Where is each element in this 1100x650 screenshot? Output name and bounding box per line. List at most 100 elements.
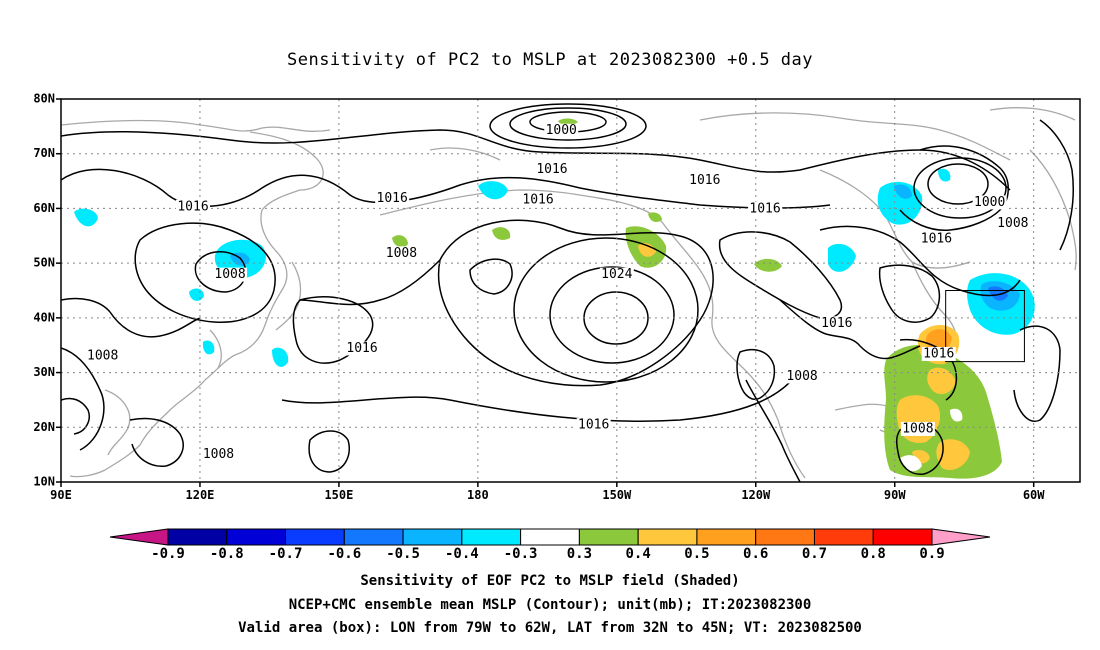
- lon-tick-label: 90W: [884, 488, 906, 502]
- colorbar-swatch: [343, 528, 404, 546]
- mslp-contours: [61, 103, 1074, 482]
- contour-label-background: [345, 341, 380, 356]
- map-title: Sensitivity of PC2 to MSLP at 2023082300…: [286, 50, 813, 70]
- contour-label-background: [576, 418, 611, 433]
- colorbar-label: -0.7: [269, 546, 303, 562]
- contour-label-background: [384, 246, 419, 261]
- contour-label-background: [919, 232, 954, 247]
- contour-label: 1008: [87, 349, 118, 364]
- contour-label-background: [544, 123, 579, 138]
- colorbar-label: -0.4: [445, 546, 479, 562]
- contour-label: 1016: [821, 316, 852, 331]
- lon-tick-label: 180: [467, 488, 489, 502]
- colorbar-swatch: [461, 528, 522, 546]
- contour-label: 1000: [974, 195, 1005, 210]
- colorbar-label: -0.9: [151, 546, 185, 562]
- colorbar-swatch: [637, 528, 698, 546]
- contour-label: 1016: [689, 173, 720, 188]
- colorbar-swatch: [813, 528, 874, 546]
- colorbar-swatch: [578, 528, 639, 546]
- contour-label-background: [995, 216, 1030, 231]
- lon-tick-label: 150E: [324, 488, 353, 502]
- lon-tick-label: 150W: [602, 488, 632, 502]
- lat-tick-label: 10N: [33, 475, 55, 489]
- colorbar-swatch: [872, 528, 933, 546]
- contour-label-background: [375, 191, 410, 206]
- contour-label: 1016: [578, 418, 609, 433]
- lat-tick-label: 60N: [33, 201, 55, 215]
- longitude-axis: 90E 120E 150E 180 150W 120W 90W 60W: [50, 482, 1045, 502]
- lon-tick-label: 60W: [1023, 488, 1045, 502]
- colorbar-swatch: [402, 528, 463, 546]
- colorbar-max-cap: [931, 528, 991, 546]
- contour-label: 1016: [522, 193, 553, 208]
- lat-tick-label: 20N: [33, 420, 55, 434]
- caption-line-2: NCEP+CMC ensemble mean MSLP (Contour); u…: [288, 597, 812, 613]
- contour-label-background: [521, 193, 556, 208]
- contour-label-background: [785, 369, 820, 384]
- colorbar-swatch: [696, 528, 757, 546]
- contour-label: 1008: [902, 421, 933, 436]
- contour-label: 1016: [921, 232, 952, 247]
- colorbar-label: 0.5: [684, 546, 709, 562]
- contour-label: 1016: [177, 199, 208, 214]
- colorbar-swatch: [520, 528, 580, 546]
- colorbar-label: 0.6: [743, 546, 768, 562]
- contour-label: 1016: [536, 162, 567, 177]
- lat-tick-label: 50N: [33, 256, 55, 270]
- colorbar-label: -0.8: [210, 546, 244, 562]
- lat-tick-label: 40N: [33, 310, 55, 324]
- contour-label: 1008: [997, 216, 1028, 231]
- lat-tick-label: 80N: [33, 92, 55, 106]
- contour-label-background: [176, 199, 211, 214]
- lon-tick-label: 120E: [186, 488, 215, 502]
- contour-label: 1008: [214, 267, 245, 282]
- contour-label-background: [213, 267, 248, 282]
- colorbar-min-cap: [109, 528, 169, 546]
- contour-label-background: [972, 195, 1007, 210]
- caption-line-3: Valid area (box): LON from 79W to 62W, L…: [238, 620, 862, 636]
- contour-label: 1024: [601, 267, 632, 282]
- colorbar-swatch: [755, 528, 815, 546]
- contour-label-background: [819, 316, 854, 331]
- contour-label-background: [599, 267, 634, 282]
- contour-label: 1016: [377, 191, 408, 206]
- contour-label-background: [534, 162, 569, 177]
- contour-labels: 1000 1016 1016 1016 1016 1016 1016 1000 1008 1016…: [85, 123, 1030, 462]
- contour-label: 1000: [546, 123, 577, 138]
- contour-label: 1016: [749, 201, 780, 216]
- contour-label-background: [900, 421, 935, 436]
- contour-label: 1016: [346, 341, 377, 356]
- contour-label-background: [687, 173, 722, 188]
- colorbar-label: 0.7: [802, 546, 827, 562]
- contour-label: 1016: [923, 346, 954, 361]
- map-frame: [60, 98, 1081, 483]
- lon-tick-label: 90E: [50, 488, 72, 502]
- lon-tick-label: 120W: [741, 488, 771, 502]
- colorbar-swatch: [167, 528, 228, 546]
- valid-area-box: [945, 290, 1025, 363]
- colorbar-label: -0.5: [386, 546, 420, 562]
- colorbar: -0.9 -0.8 -0.7 -0.6 -0.5 -0.4 -0.3 0.3 0.4 0.5 0.6…: [109, 528, 991, 562]
- contour-label: 1008: [786, 369, 817, 384]
- contour-label-background: [748, 201, 783, 216]
- contour-label: 1008: [203, 447, 234, 462]
- latitude-axis: 80N 70N 60N 50N 40N 30N 20N 10N: [33, 92, 61, 489]
- colorbar-swatch: [285, 528, 345, 546]
- colorbar-label: 0.8: [861, 546, 886, 562]
- contour-label-background: [921, 346, 956, 361]
- contour-label-background: [85, 349, 120, 364]
- caption-line-1: Sensitivity of EOF PC2 to MSLP field (Sh…: [360, 573, 740, 589]
- colorbar-label: 0.9: [919, 546, 944, 562]
- contour-label: 1008: [386, 246, 417, 261]
- lat-lon-grid: [61, 99, 1080, 482]
- colorbar-label: -0.6: [327, 546, 361, 562]
- colorbar-label: 0.3: [567, 546, 592, 562]
- contour-label-background: [201, 447, 236, 462]
- lat-tick-label: 70N: [33, 146, 55, 160]
- lat-tick-label: 30N: [33, 365, 55, 379]
- colorbar-swatch: [226, 528, 287, 546]
- colorbar-label: 0.4: [626, 546, 651, 562]
- colorbar-label: -0.3: [504, 546, 538, 562]
